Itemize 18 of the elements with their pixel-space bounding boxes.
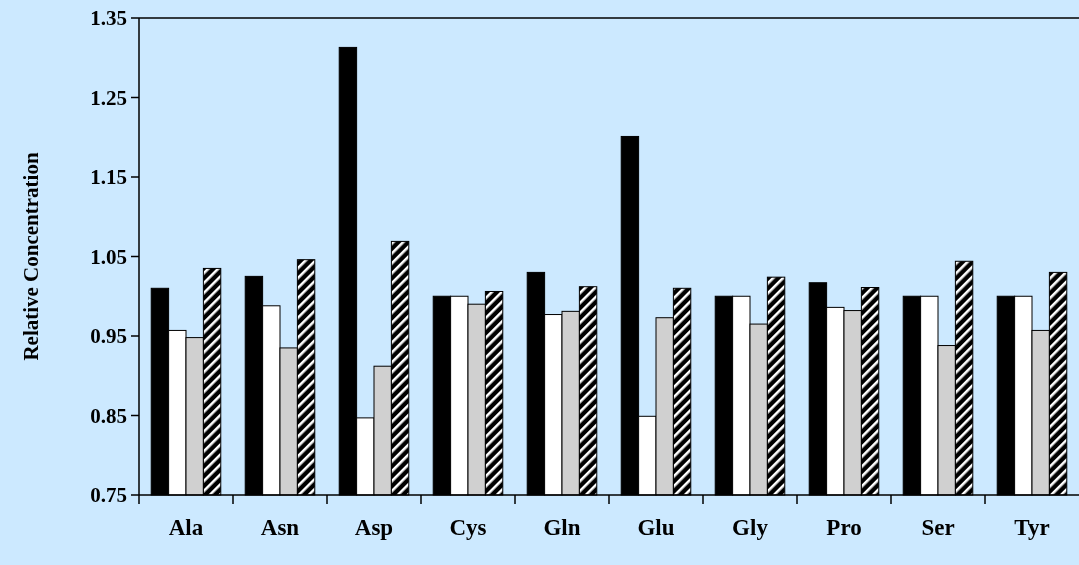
y-tick-label: 0.75 bbox=[90, 483, 127, 508]
y-axis-title: Relative Concentration bbox=[19, 152, 43, 361]
x-tick-label: Asp bbox=[354, 515, 394, 540]
x-tick-label: Ser bbox=[921, 515, 955, 540]
x-tick-label: Glu bbox=[637, 515, 675, 540]
y-tick-label: 1.15 bbox=[90, 165, 127, 190]
x-tick-label: Gly bbox=[732, 515, 769, 540]
y-tick-label: 0.85 bbox=[90, 403, 127, 428]
x-tick-label: Tyr bbox=[1014, 515, 1050, 540]
x-tick-label: Cys bbox=[449, 515, 487, 540]
x-tick-label: Asn bbox=[260, 515, 300, 540]
x-tick-label: Gln bbox=[543, 515, 581, 540]
y-tick-label: 0.95 bbox=[90, 324, 127, 349]
x-tick-label: Ala bbox=[168, 515, 204, 540]
y-tick-label: 1.25 bbox=[90, 85, 127, 110]
y-tick-label: 1.05 bbox=[90, 244, 127, 269]
x-tick-label: Pro bbox=[826, 515, 862, 540]
y-tick-label: 1.35 bbox=[90, 6, 127, 31]
